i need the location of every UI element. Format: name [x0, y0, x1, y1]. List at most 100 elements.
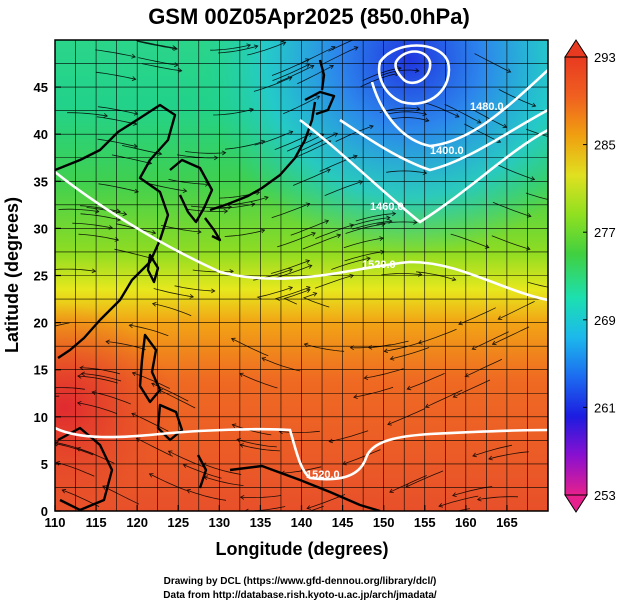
streamline	[161, 225, 202, 233]
streamline-arrow	[305, 202, 311, 208]
streamline	[131, 413, 169, 432]
height-contours	[55, 44, 548, 481]
streamline-arrow	[306, 286, 311, 291]
streamline	[72, 222, 113, 229]
streamline	[492, 326, 530, 345]
streamline	[321, 46, 359, 66]
streamline	[240, 495, 282, 498]
streamline	[149, 473, 187, 491]
streamline	[465, 358, 503, 377]
streamline	[376, 221, 417, 225]
streamline	[274, 286, 311, 301]
streamline-arrow	[182, 188, 188, 193]
streamline-arrow	[230, 337, 236, 343]
streamline-arrow	[134, 188, 139, 194]
streamline	[58, 208, 99, 212]
streamline	[214, 203, 255, 209]
streamline-arrow	[253, 44, 259, 50]
streamline-arrow	[305, 63, 311, 68]
streamline-arrow	[329, 64, 334, 70]
streamline	[360, 73, 399, 88]
streamline-arrow	[231, 423, 237, 428]
streamline	[111, 154, 152, 164]
x-axis-label: Longitude (degrees)	[215, 539, 388, 559]
streamline-arrow	[157, 151, 163, 156]
streamline	[344, 251, 385, 262]
contour-1520-south	[55, 426, 548, 481]
streamline-arrow	[417, 339, 423, 345]
colorbar-tick-label: 269	[594, 313, 616, 328]
streamline	[458, 307, 496, 325]
streamline	[77, 375, 118, 384]
streamline	[277, 232, 316, 248]
streamline	[136, 40, 176, 49]
streamline-arrow	[79, 365, 84, 371]
streamline	[174, 285, 215, 292]
streamline	[315, 224, 354, 239]
streamline-arrow	[333, 132, 339, 137]
y-tick-labels: 0 5 10 15 20 25 30 35 40 45	[34, 80, 61, 519]
streamline	[464, 123, 501, 143]
streamline-arrow	[353, 394, 358, 399]
streamline-arrow	[61, 488, 67, 494]
streamline	[232, 424, 272, 436]
streamline-arrow	[281, 41, 287, 46]
streamline-arrow	[328, 438, 334, 444]
colorbar: 293 285 277 269 261 253	[564, 39, 616, 513]
streamline-arrow	[452, 393, 458, 398]
streamline-arrow	[151, 301, 157, 307]
streamline-arrow	[424, 403, 430, 408]
streamline	[217, 45, 258, 54]
x-tick-label: 150	[373, 515, 395, 530]
x-tick-label: 110	[45, 515, 66, 530]
streamline-arrow	[151, 382, 156, 387]
y-tick-label: 10	[34, 410, 48, 425]
streamline	[390, 347, 430, 360]
streamline-arrow	[260, 228, 266, 234]
streamline-arrow	[526, 213, 532, 218]
x-tick-label: 115	[86, 515, 107, 530]
streamline-arrow	[397, 66, 402, 71]
streamline	[324, 181, 363, 196]
streamline-arrow	[414, 68, 420, 73]
streamline	[283, 289, 311, 305]
streamline	[407, 373, 445, 390]
streamline-arrow	[363, 375, 369, 380]
colorbar-top-arrow	[564, 39, 588, 58]
streamline-arrow	[91, 390, 97, 396]
streamline	[203, 476, 244, 486]
streamline-arrow	[80, 371, 86, 377]
streamline	[416, 271, 456, 281]
streamline-arrow	[366, 256, 371, 262]
streamline-arrow	[311, 231, 316, 237]
streamline-arrow	[424, 117, 430, 123]
colorbar-body	[564, 56, 588, 496]
streamline-arrow	[307, 132, 313, 138]
coast-asia-mainland	[55, 103, 177, 359]
streamline-arrow	[287, 76, 293, 81]
streamline	[102, 485, 140, 505]
streamline-arrow	[76, 446, 81, 452]
streamline-arrow	[128, 323, 134, 329]
streamline-arrow	[387, 421, 392, 426]
streamline-arrow	[77, 373, 82, 379]
streamline-arrow	[306, 505, 312, 510]
streamline	[388, 117, 429, 122]
streamline-arrow	[223, 208, 229, 214]
y-tick-label: 45	[34, 80, 48, 95]
streamline	[80, 205, 121, 213]
streamline-arrow	[389, 488, 394, 493]
streamline-arrow	[362, 34, 366, 38]
streamline-arrow	[496, 138, 502, 143]
streamline-arrow	[288, 268, 293, 273]
streamline-arrow	[381, 222, 386, 227]
streamline-arrow	[261, 357, 267, 362]
streamline-arrow	[19, 397, 23, 401]
x-tick-label: 165	[496, 515, 518, 530]
streamline-arrow	[229, 269, 234, 274]
streamline-arrow	[476, 119, 482, 124]
streamline	[381, 273, 422, 276]
streamline	[453, 379, 491, 398]
streamline	[496, 164, 535, 180]
